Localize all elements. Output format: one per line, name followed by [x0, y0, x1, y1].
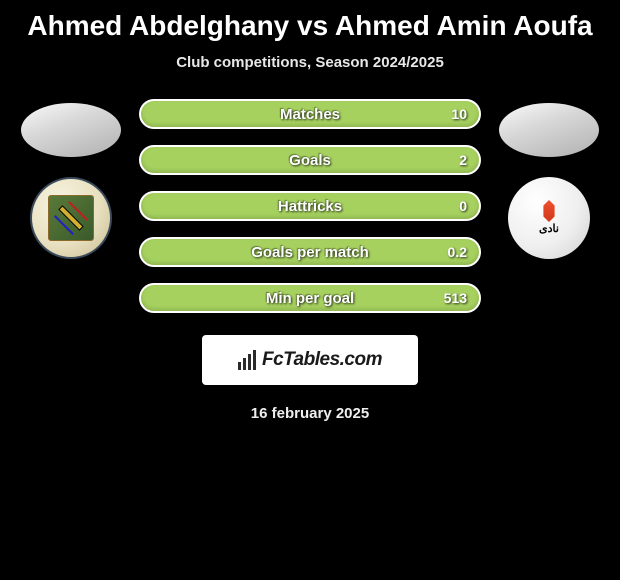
comparison-card: Ahmed Abdelghany vs Ahmed Amin Aoufa Clu… [0, 0, 620, 432]
page-title: Ahmed Abdelghany vs Ahmed Amin Aoufa [17, 10, 602, 42]
stat-row-hattricks: Hattricks 0 [139, 191, 481, 221]
stat-label: Min per goal [266, 290, 354, 307]
watermark-text: FcTables.com [262, 349, 382, 371]
stat-row-mpg: Min per goal 513 [139, 283, 481, 313]
stats-list: Matches 10 Goals 2 Hattricks 0 Goals per… [139, 99, 481, 313]
player-right-column [489, 99, 609, 259]
stat-right-value: 0 [459, 198, 467, 214]
stat-label: Goals [289, 152, 331, 169]
page-subtitle: Club competitions, Season 2024/2025 [176, 54, 444, 71]
stat-row-matches: Matches 10 [139, 99, 481, 129]
main-area: Matches 10 Goals 2 Hattricks 0 Goals per… [0, 99, 620, 313]
watermark-badge: FcTables.com [202, 335, 418, 385]
date-label: 16 february 2025 [251, 405, 369, 422]
stat-label: Goals per match [251, 244, 369, 261]
stat-label: Hattricks [278, 198, 342, 215]
club-left-logo [30, 177, 112, 259]
stat-row-goals: Goals 2 [139, 145, 481, 175]
club-right-logo [508, 177, 590, 259]
bar-chart-icon [238, 350, 256, 370]
stat-row-gpm: Goals per match 0.2 [139, 237, 481, 267]
stat-right-value: 2 [459, 152, 467, 168]
stat-right-value: 10 [451, 106, 467, 122]
stat-label: Matches [280, 106, 340, 123]
player-left-column [11, 99, 131, 259]
stat-right-value: 0.2 [448, 244, 467, 260]
player-left-photo [21, 103, 121, 157]
stat-right-value: 513 [444, 290, 467, 306]
player-right-photo [499, 103, 599, 157]
